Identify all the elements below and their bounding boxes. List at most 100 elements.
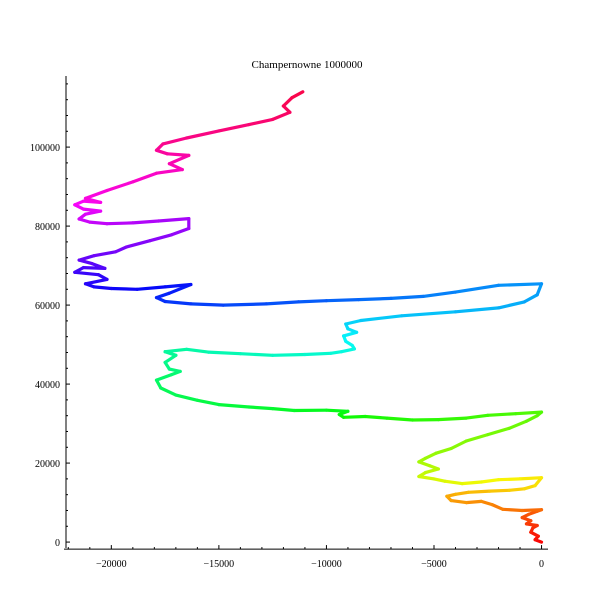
trace-segment bbox=[522, 293, 539, 304]
trace-segment bbox=[490, 503, 505, 511]
y-ticks: 0 20000 40000 60000 80000 100000 bbox=[30, 83, 70, 549]
trace-segment bbox=[135, 285, 167, 291]
trace-segment bbox=[449, 439, 468, 451]
chart-title: Champernowne 1000000 bbox=[252, 59, 363, 71]
trace-segment bbox=[464, 413, 490, 420]
trace-segment bbox=[206, 350, 242, 356]
y-tick-label: 100000 bbox=[30, 143, 60, 154]
trace-segment bbox=[83, 188, 109, 200]
trace-segment bbox=[148, 233, 174, 243]
trace-segment bbox=[344, 318, 363, 326]
trace-segment bbox=[271, 407, 296, 413]
trace-segment bbox=[163, 353, 178, 364]
trace-segment bbox=[96, 273, 109, 281]
trace-segment bbox=[271, 352, 307, 357]
trace-segment bbox=[486, 426, 511, 437]
trace-segment bbox=[329, 350, 344, 355]
trace-segment bbox=[486, 412, 518, 417]
trace-segment bbox=[159, 386, 178, 397]
trace-segment bbox=[154, 291, 171, 300]
trace-segment bbox=[154, 148, 169, 156]
trace-segment bbox=[157, 217, 191, 223]
trace-segment bbox=[432, 477, 447, 483]
trace-segment bbox=[113, 245, 129, 254]
trace-segment bbox=[271, 110, 292, 122]
trace-segment bbox=[453, 306, 501, 314]
trace-segment bbox=[466, 489, 492, 494]
trace-segment bbox=[496, 282, 544, 287]
trace-segment bbox=[217, 122, 251, 133]
trace-segment bbox=[514, 410, 544, 416]
trace-segment bbox=[488, 488, 511, 493]
x-tick-label: −15000 bbox=[204, 559, 235, 570]
y-tick-label: 20000 bbox=[35, 459, 60, 470]
trace-segment bbox=[520, 508, 544, 513]
trace-segment bbox=[154, 168, 184, 175]
trace-segment bbox=[88, 220, 109, 226]
trace-segment bbox=[464, 433, 490, 443]
trace-segment bbox=[81, 207, 103, 213]
trace-segment bbox=[303, 351, 333, 357]
trace-segment bbox=[417, 474, 436, 481]
trace-segment bbox=[385, 416, 415, 422]
y-tick-label: 60000 bbox=[35, 301, 60, 312]
y-tick-label: 40000 bbox=[35, 380, 60, 391]
trace-segment bbox=[247, 405, 275, 411]
trace-segment bbox=[460, 480, 483, 486]
trace-segment bbox=[167, 153, 191, 166]
trace-segment bbox=[73, 270, 101, 277]
x-tick-label: −5000 bbox=[421, 559, 447, 570]
trace-segment bbox=[400, 310, 458, 318]
trace-segment bbox=[83, 277, 109, 286]
trace-segment bbox=[185, 129, 221, 140]
trace-segment bbox=[496, 300, 526, 310]
trace-segment bbox=[77, 254, 96, 262]
trace-segment bbox=[522, 484, 537, 491]
trace-segment bbox=[238, 352, 275, 357]
trace-segment bbox=[453, 283, 501, 294]
x-tick-label: 0 bbox=[539, 559, 544, 570]
trace-segment bbox=[359, 314, 404, 323]
trace-segment bbox=[264, 300, 301, 306]
trace-segment bbox=[324, 408, 350, 413]
path-trace bbox=[73, 90, 544, 544]
trace-segment bbox=[436, 416, 468, 422]
y-tick-label: 0 bbox=[55, 538, 60, 549]
trace-segment bbox=[217, 403, 251, 409]
trace-segment bbox=[161, 136, 189, 146]
trace-segment bbox=[105, 221, 135, 226]
trace-segment bbox=[535, 282, 544, 297]
x-tick-label: −10000 bbox=[311, 559, 342, 570]
trace-segment bbox=[92, 285, 113, 291]
trace-segment bbox=[524, 414, 539, 423]
trace-segment bbox=[154, 373, 174, 382]
trace-segment bbox=[357, 296, 393, 302]
trace-segment bbox=[453, 490, 470, 496]
trace-segment bbox=[449, 499, 468, 505]
trace-segment bbox=[124, 239, 152, 249]
trace-segment bbox=[174, 393, 199, 402]
trace-segment bbox=[507, 487, 526, 492]
trace-segment bbox=[290, 90, 305, 100]
trace-segment bbox=[496, 477, 522, 482]
trace-segment bbox=[167, 162, 184, 172]
trace-segment bbox=[163, 299, 193, 306]
x-tick-label: −20000 bbox=[96, 559, 127, 570]
trace-segment bbox=[443, 479, 464, 486]
trace-segment bbox=[363, 414, 389, 420]
trace-segment bbox=[167, 367, 182, 373]
trace-segment bbox=[189, 302, 225, 307]
trace-segment bbox=[170, 226, 191, 237]
trace-segment bbox=[342, 414, 367, 419]
trace-segment bbox=[501, 507, 524, 513]
trace-segment bbox=[421, 290, 458, 298]
trace-segment bbox=[221, 302, 268, 307]
trace-segment bbox=[165, 152, 191, 157]
trace-segment bbox=[479, 478, 501, 484]
trace-segment bbox=[479, 499, 494, 507]
trace-segment bbox=[434, 446, 453, 455]
trace-segment bbox=[92, 250, 118, 258]
trace-segment bbox=[105, 180, 135, 193]
trace-segment bbox=[389, 294, 425, 300]
